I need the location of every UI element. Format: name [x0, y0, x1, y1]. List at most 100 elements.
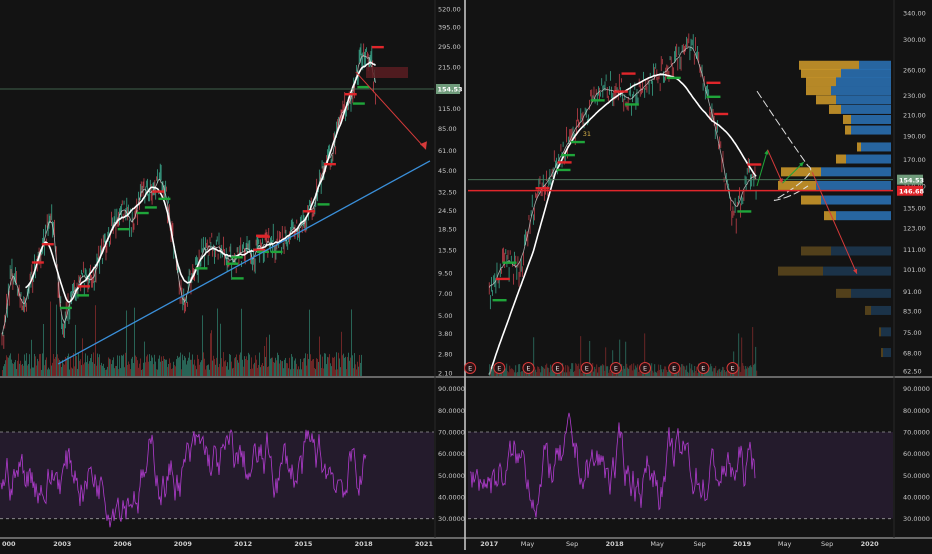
- volume-bar: [223, 352, 224, 376]
- volume-profile-bar: [845, 125, 851, 135]
- volume-bar: [193, 364, 194, 376]
- volume-bar: [361, 354, 362, 376]
- volume-bar: [242, 359, 243, 376]
- earnings-marker-label: E: [643, 365, 647, 373]
- volume-bar: [8, 357, 9, 376]
- volume-bar: [220, 323, 221, 376]
- volume-bar: [506, 363, 508, 376]
- volume-bar: [599, 367, 601, 376]
- volume-bar: [294, 360, 295, 376]
- volume-bar: [17, 360, 18, 376]
- volume-bar: [70, 356, 71, 376]
- volume-bar: [31, 339, 32, 376]
- earnings-marker: [697, 362, 710, 374]
- volume-profile-bar: [816, 180, 891, 190]
- volume-bar: [287, 363, 288, 376]
- volume-profile-bar: [859, 60, 891, 70]
- volume-bar: [574, 370, 576, 376]
- volume-bar: [78, 352, 79, 376]
- volume-bar: [235, 357, 236, 376]
- volume-bar: [177, 355, 178, 376]
- volume-bar: [250, 369, 251, 376]
- volume-bar: [234, 358, 235, 376]
- volume-bar: [668, 370, 670, 376]
- volume-bar: [543, 367, 545, 376]
- volume-bar: [317, 359, 318, 376]
- rsi-band: [468, 432, 893, 519]
- volume-profile-bar: [806, 86, 831, 96]
- green-projection-arrow-head: [764, 149, 769, 155]
- volume-bar: [87, 355, 88, 376]
- signal-marker: [195, 267, 208, 270]
- earnings-marker-label: E: [614, 365, 618, 373]
- volume-bar: [42, 353, 43, 376]
- volume-profile-bar: [881, 348, 883, 358]
- green-projection-arrow-head: [799, 162, 804, 167]
- volume-bar: [549, 372, 551, 376]
- volume-bar: [723, 367, 725, 376]
- volume-bar: [215, 364, 216, 376]
- volume-bar: [224, 361, 225, 376]
- volume-bar: [237, 360, 238, 376]
- volume-bar: [97, 353, 98, 376]
- volume-bar: [239, 354, 240, 376]
- volume-bar: [20, 360, 21, 376]
- volume-bar: [746, 368, 748, 376]
- volume-bar: [68, 353, 69, 376]
- earnings-marker-label: E: [526, 365, 530, 373]
- volume-bar: [537, 366, 539, 376]
- volume-bar: [603, 365, 605, 376]
- volume-bar: [163, 356, 164, 376]
- volume-bar: [688, 372, 690, 376]
- volume-bar: [29, 354, 30, 376]
- volume-bar: [489, 364, 491, 376]
- volume-bar: [564, 372, 566, 376]
- volume-bar: [176, 359, 177, 376]
- signal-marker: [666, 76, 681, 80]
- volume-bar: [226, 366, 227, 376]
- volume-bar: [22, 364, 23, 376]
- volume-bar: [319, 336, 320, 376]
- price-tag-label: 154.53: [438, 86, 463, 94]
- volume-bar: [269, 334, 270, 376]
- signal-marker: [317, 203, 330, 206]
- volume-bar: [44, 365, 45, 376]
- volume-bar: [314, 367, 315, 376]
- volume-bar: [132, 356, 133, 376]
- rsi-tick-label: 60.0000: [903, 450, 930, 458]
- volume-bar: [602, 364, 604, 376]
- volume-bar: [720, 371, 722, 376]
- volume-bar: [60, 361, 61, 376]
- right-time-tick-label: 2017: [480, 540, 498, 548]
- signal-marker: [557, 161, 572, 164]
- volume-bar: [32, 367, 33, 376]
- volume-bar: [754, 363, 756, 376]
- volume-bar: [338, 352, 339, 376]
- volume-bar: [290, 369, 291, 376]
- volume-bar: [601, 365, 603, 376]
- volume-bar: [37, 358, 38, 376]
- volume-bar: [253, 364, 254, 376]
- volume-bar: [73, 352, 74, 376]
- volume-bar: [100, 365, 101, 376]
- volume-profile-bar: [836, 288, 851, 298]
- volume-bar: [126, 310, 127, 376]
- signal-marker: [613, 90, 628, 93]
- volume-bar: [285, 357, 286, 376]
- volume-bar: [581, 372, 583, 376]
- rsi-tick-label: 50.0000: [903, 472, 930, 480]
- volume-bar: [638, 371, 640, 376]
- volume-bar: [121, 355, 122, 376]
- volume-bar: [179, 356, 180, 376]
- volume-bar: [2, 369, 3, 376]
- volume-bar: [202, 315, 203, 376]
- volume-bar: [596, 364, 598, 376]
- volume-bar: [625, 341, 627, 376]
- volume-bar: [633, 363, 635, 376]
- volume-bar: [327, 356, 328, 376]
- volume-bar: [251, 357, 252, 376]
- volume-bar: [99, 354, 100, 376]
- volume-bar: [661, 369, 663, 376]
- volume-bar: [609, 369, 611, 376]
